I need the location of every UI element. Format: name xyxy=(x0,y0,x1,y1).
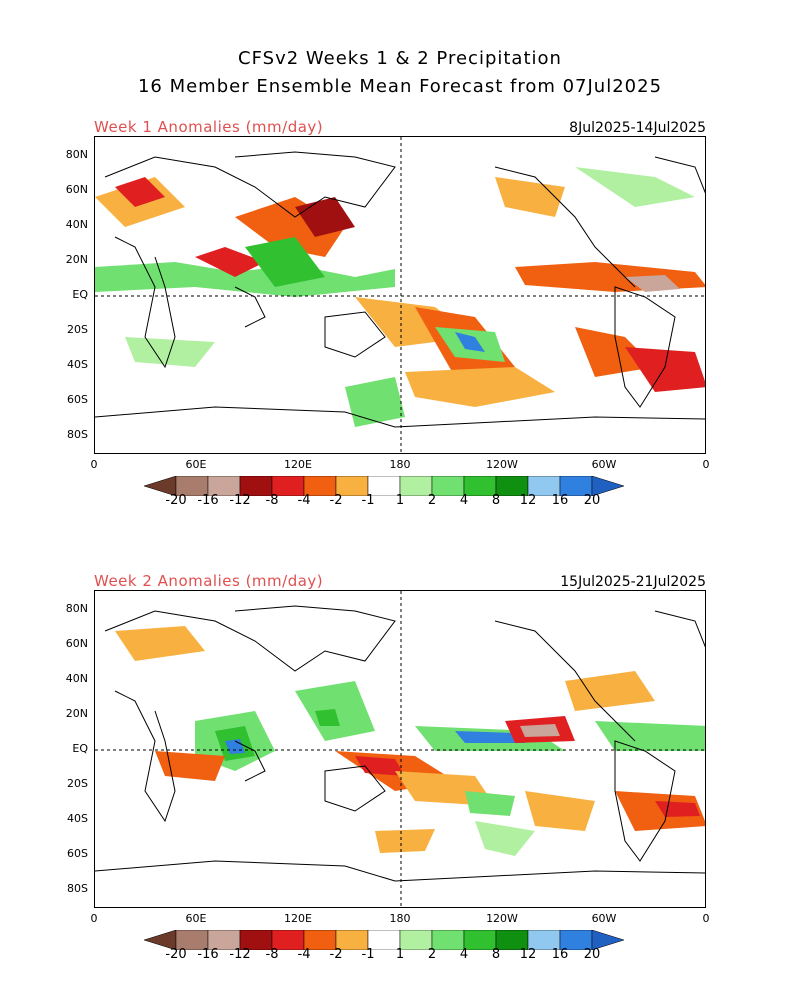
lat-label: 60N xyxy=(65,637,88,650)
lat-label: 80N xyxy=(65,148,88,161)
lat-label: 40S xyxy=(67,812,88,825)
colorbar-label: -2 xyxy=(329,947,343,962)
lat-label: 20S xyxy=(67,777,88,790)
panel-2-map xyxy=(94,590,706,908)
lon-label: 0 xyxy=(702,458,710,471)
lon-label: 120E xyxy=(284,912,312,925)
colorbar-label: 8 xyxy=(491,947,501,962)
lat-label: 60S xyxy=(67,847,88,860)
colorbar-label: 8 xyxy=(491,493,501,508)
colorbar-label: -4 xyxy=(297,947,311,962)
lon-label: 0 xyxy=(90,458,98,471)
colorbar-label: 4 xyxy=(459,947,469,962)
anomaly-field xyxy=(115,626,705,856)
lat-label: 20S xyxy=(67,323,88,336)
lat-label: 40N xyxy=(65,218,88,231)
lat-label: 80S xyxy=(67,428,88,441)
coastlines xyxy=(95,605,705,882)
lat-label: 80S xyxy=(67,882,88,895)
lon-label: 60E xyxy=(185,912,207,925)
lat-label: 40S xyxy=(67,358,88,371)
colorbar-label: -12 xyxy=(229,493,251,508)
colorbar-label: -8 xyxy=(265,947,279,962)
lon-label: 120W xyxy=(486,912,518,925)
lon-label: 0 xyxy=(90,912,98,925)
colorbar-label: 20 xyxy=(583,947,601,962)
colorbar-1 xyxy=(143,475,634,497)
lon-label: 180 xyxy=(389,912,411,925)
coastlines xyxy=(95,151,705,428)
lat-label: 80N xyxy=(65,602,88,615)
panel-1-dates: 8Jul2025-14Jul2025 xyxy=(569,120,706,136)
colorbar-label: -12 xyxy=(229,947,251,962)
lon-label: 180 xyxy=(389,458,411,471)
panel-1-title: Week 1 Anomalies (mm/day) xyxy=(94,118,324,136)
panel-2-dates: 15Jul2025-21Jul2025 xyxy=(560,574,706,590)
colorbar-label: 12 xyxy=(519,493,537,508)
lat-label: 20N xyxy=(65,253,88,266)
colorbar-label: 20 xyxy=(583,493,601,508)
title-line-2: 16 Member Ensemble Mean Forecast from 07… xyxy=(137,76,663,97)
colorbar-label: 1 xyxy=(395,493,405,508)
colorbar-label: -1 xyxy=(361,947,375,962)
lat-label: EQ xyxy=(72,742,88,755)
panel-2-title: Week 2 Anomalies (mm/day) xyxy=(94,572,324,590)
panel-1-map xyxy=(94,136,706,454)
lon-label: 60W xyxy=(591,912,617,925)
colorbar-swatch xyxy=(591,475,625,497)
colorbar-label: -20 xyxy=(165,493,187,508)
colorbar-2 xyxy=(143,929,634,951)
lon-label: 120E xyxy=(284,458,312,471)
lon-label: 0 xyxy=(702,912,710,925)
anomaly-field xyxy=(95,167,705,427)
colorbar-label: -20 xyxy=(165,947,187,962)
colorbar-label: -4 xyxy=(297,493,311,508)
title-line-1: CFSv2 Weeks 1 & 2 Precipitation xyxy=(238,48,562,69)
colorbar-label: -8 xyxy=(265,493,279,508)
lon-label: 120W xyxy=(486,458,518,471)
lat-label: 20N xyxy=(65,707,88,720)
colorbar-label: 2 xyxy=(427,947,437,962)
colorbar-label: -1 xyxy=(361,493,375,508)
lon-label: 60W xyxy=(591,458,617,471)
colorbar-label: 1 xyxy=(395,947,405,962)
colorbar-label: 2 xyxy=(427,493,437,508)
colorbar-label: 12 xyxy=(519,947,537,962)
lat-label: EQ xyxy=(72,288,88,301)
colorbar-label: 4 xyxy=(459,493,469,508)
colorbar-label: 16 xyxy=(551,947,569,962)
colorbar-svg xyxy=(143,929,625,951)
colorbar-label: -16 xyxy=(197,947,219,962)
colorbar-swatch xyxy=(591,929,625,951)
colorbar-label: -16 xyxy=(197,493,219,508)
lat-label: 60N xyxy=(65,183,88,196)
lon-label: 60E xyxy=(185,458,207,471)
colorbar-label: 16 xyxy=(551,493,569,508)
lat-label: 40N xyxy=(65,672,88,685)
colorbar-label: -2 xyxy=(329,493,343,508)
lat-label: 60S xyxy=(67,393,88,406)
